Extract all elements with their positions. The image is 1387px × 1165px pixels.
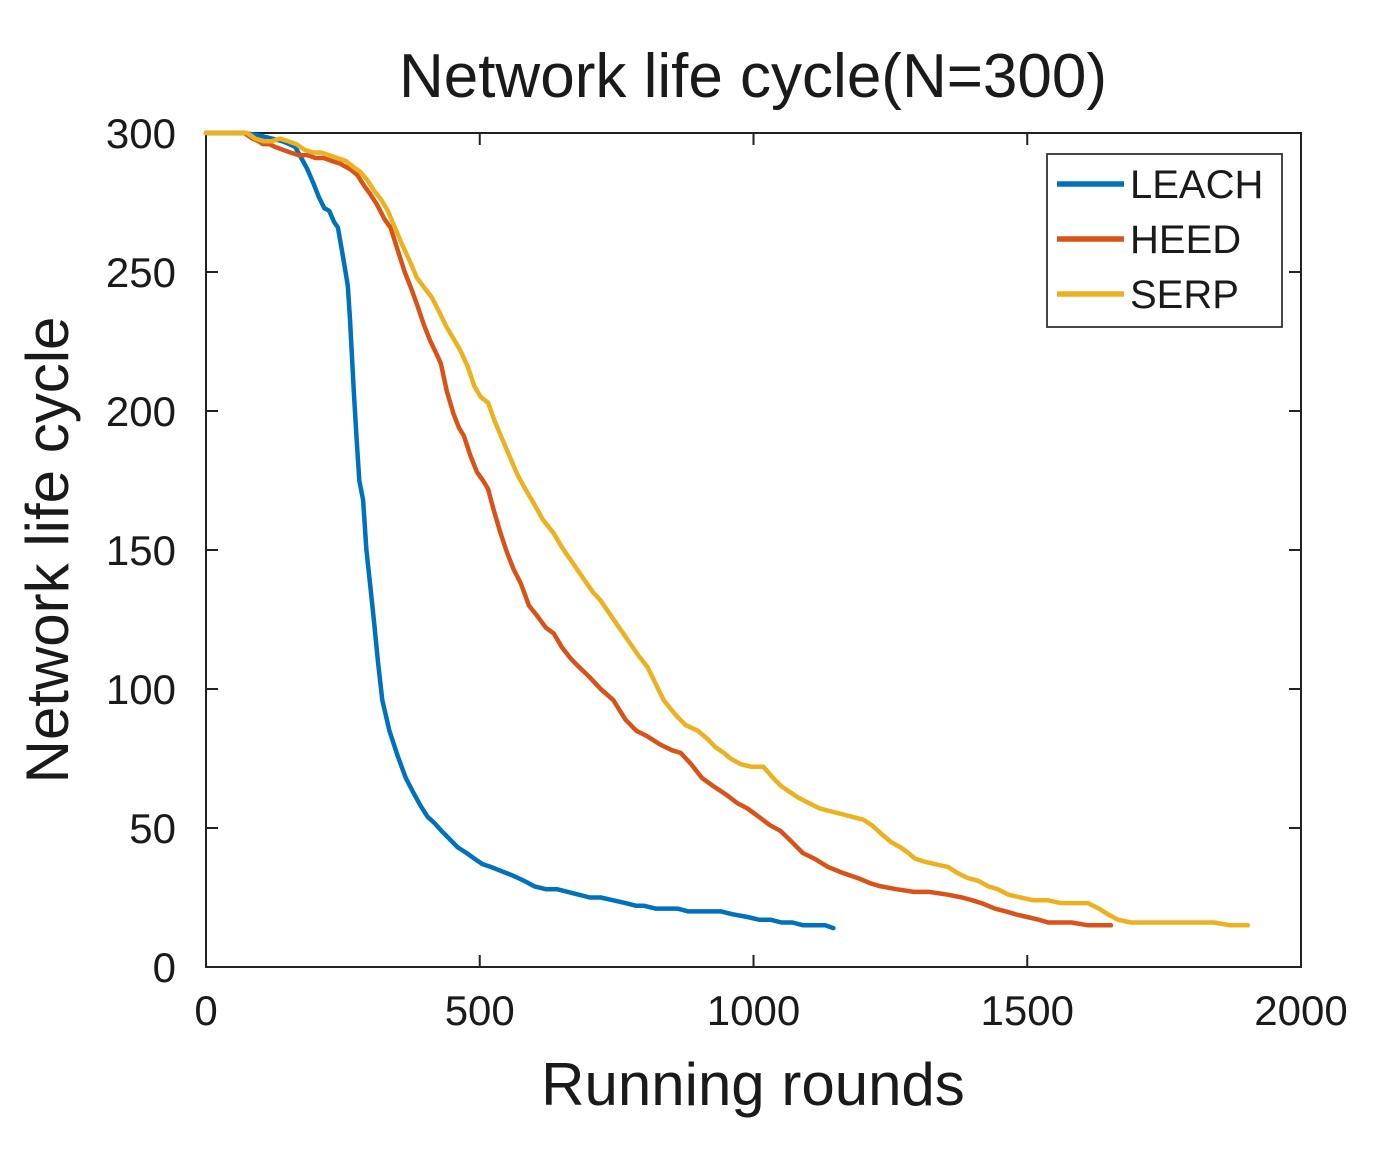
y-tick-label-300: 300 [106,110,176,157]
series-line-serp[interactable] [203,130,1251,928]
series-line-leach[interactable] [203,130,836,931]
legend[interactable]: LEACH HEED SERP [1046,153,1283,328]
plot-series [203,130,1251,931]
series-line-heed[interactable] [203,130,1114,928]
legend-label-serp: SERP [1130,273,1239,317]
y-tick-label-250: 250 [106,249,176,296]
x-tick-label-500: 500 [445,987,515,1034]
y-tick-labels: 0 50 100 150 200 250 300 [106,110,176,991]
x-axis-label: Running rounds [541,1051,965,1118]
chart-title: Network life cycle(N=300) [399,42,1107,111]
y-tick-label-200: 200 [106,388,176,435]
y-tick-label-150: 150 [106,527,176,574]
y-tick-label-100: 100 [106,666,176,713]
y-tick-label-50: 50 [129,805,176,852]
x-tick-label-1000: 1000 [707,987,800,1034]
legend-label-leach: LEACH [1130,163,1263,207]
x-tick-label-1500: 1500 [981,987,1074,1034]
y-axis-label: Network life cycle [14,317,81,784]
x-tick-label-2000: 2000 [1254,987,1347,1034]
x-tick-label-0: 0 [194,987,217,1034]
y-tick-label-0: 0 [153,944,176,991]
axis-ticks [205,132,1302,968]
legend-label-heed: HEED [1130,218,1241,262]
x-tick-labels: 0 500 1000 1500 2000 [194,987,1347,1034]
